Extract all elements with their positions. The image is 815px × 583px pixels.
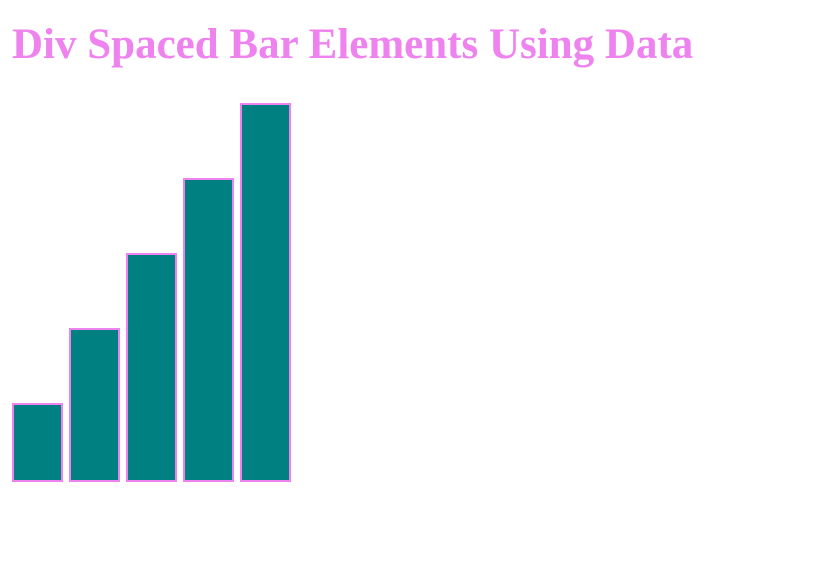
bar [126,253,177,482]
chart-title: Div Spaced Bar Elements Using Data [12,21,693,68]
bar [183,178,234,482]
bar [240,103,291,482]
bar [69,328,120,482]
bar [12,403,63,482]
